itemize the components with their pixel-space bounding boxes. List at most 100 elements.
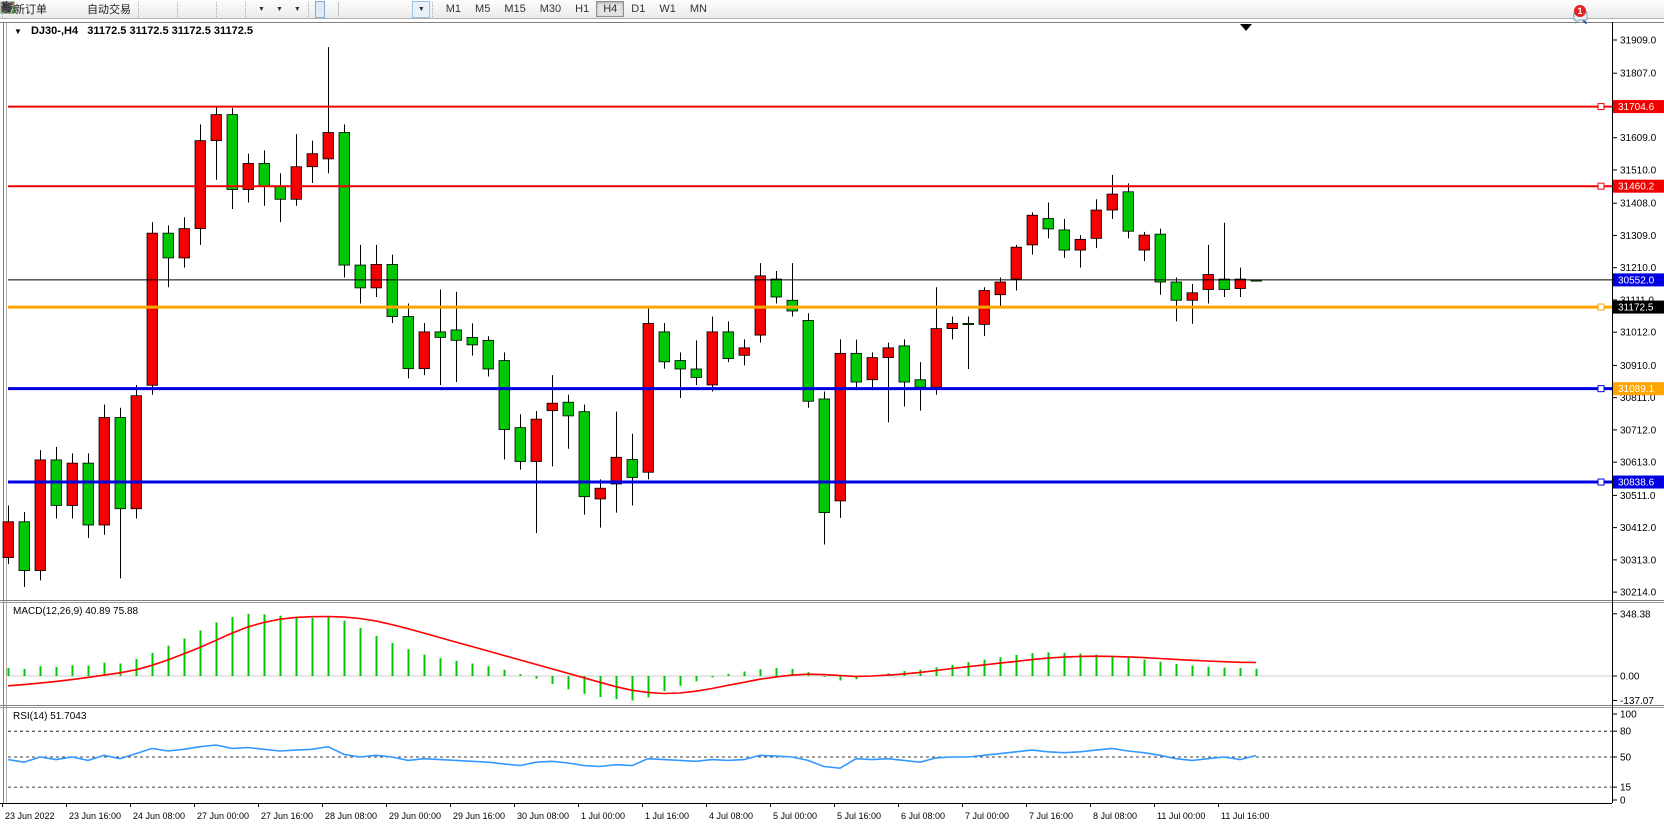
rsi-indicator-label: RSI(14) 51.7043 <box>13 711 87 722</box>
timeframe-button-m30[interactable]: M30 <box>539 3 562 15</box>
fibonacci-tool-button[interactable]: F <box>1 1 392 18</box>
svg-text:T: T <box>4 3 10 13</box>
price-tick-label: 30910.0 <box>1620 361 1657 372</box>
chevron-down-icon: ▼ <box>258 5 265 13</box>
line-handle[interactable] <box>1597 478 1605 486</box>
terminal-button[interactable] <box>1 1 72 18</box>
chart-shift-button[interactable] <box>1 1 243 18</box>
toolbar-gripper <box>177 1 182 17</box>
chevron-down-icon: ▼ <box>417 5 425 13</box>
price-tick-label: 31609.0 <box>1620 133 1657 144</box>
vertical-line-tool-button[interactable] <box>5 1 352 18</box>
auto-scroll-button[interactable] <box>1 1 233 18</box>
price-tick-label: 31309.0 <box>1620 231 1657 242</box>
candle <box>738 347 750 356</box>
metaeditor-button[interactable] <box>1 1 62 18</box>
chart-symbol-period: DJ30-,H4 <box>30 25 79 37</box>
price-line-label-bg <box>1613 273 1664 287</box>
price-line-label: 31089.1 <box>1618 384 1655 395</box>
time-tick-label: 8 Jul 08:00 <box>1093 811 1137 821</box>
line-handle[interactable] <box>1597 303 1605 311</box>
candle <box>1026 214 1038 246</box>
candle <box>162 232 174 259</box>
candle <box>482 339 494 370</box>
svg-text:A: A <box>2 2 10 14</box>
chart-shift-marker-icon[interactable] <box>1240 24 1252 31</box>
candle <box>1186 292 1198 301</box>
new-chart-button[interactable]: ▼ <box>0 1 270 18</box>
price-tick-label: 30613.0 <box>1620 458 1657 469</box>
time-tick-label: 4 Jul 08:00 <box>709 811 753 821</box>
candle <box>146 232 158 386</box>
tile-windows-button[interactable] <box>0 1 214 18</box>
trendline-tool-button[interactable] <box>1 1 372 18</box>
time-tick-label: 1 Jul 16:00 <box>645 811 689 821</box>
time-tick-label: 7 Jul 16:00 <box>1029 811 1073 821</box>
toolbar-gripper <box>431 1 437 17</box>
crosshair-tool-button[interactable] <box>1 1 335 18</box>
line-handle[interactable] <box>1597 385 1605 393</box>
text-label-tool-button[interactable]: T <box>0 1 412 18</box>
candle <box>466 336 478 346</box>
candle <box>546 402 558 412</box>
candle <box>226 114 238 190</box>
candle <box>770 278 782 298</box>
rsi-tick-label: 100 <box>1620 710 1637 721</box>
time-tick-label: 5 Jul 00:00 <box>773 811 817 821</box>
candle <box>418 331 430 370</box>
candle <box>642 322 654 473</box>
timeframe-button-mn[interactable]: MN <box>689 3 707 15</box>
zoom-out-button[interactable] <box>1 1 204 18</box>
candle <box>994 281 1006 296</box>
timeframe-button-d1[interactable]: D1 <box>631 3 646 15</box>
candle <box>258 163 270 187</box>
collapse-triangle-icon[interactable]: ▼ <box>14 27 22 36</box>
time-tick-label: 30 Jun 08:00 <box>517 811 569 821</box>
toolbar-gripper <box>216 1 221 17</box>
period-selector-button[interactable]: ▼ <box>1 1 288 18</box>
timeframe-button-h1[interactable]: H1 <box>575 3 590 15</box>
channel-tool-button[interactable]: E <box>0 1 382 18</box>
time-tick-label: 5 Jul 16:00 <box>837 811 881 821</box>
candle <box>1218 278 1230 290</box>
zoom-in-button[interactable] <box>1 1 194 18</box>
line-handle[interactable] <box>1597 103 1605 111</box>
signals-button[interactable] <box>1 1 82 18</box>
timeframe-button-h4[interactable]: H4 <box>596 1 625 17</box>
candle-chart-mode-button[interactable] <box>2 1 165 18</box>
line-handle[interactable] <box>1597 182 1605 190</box>
timeframe-button-m15[interactable]: M15 <box>504 3 526 15</box>
arrows-tool-button[interactable]: ▼ <box>1 0 430 18</box>
candle <box>1010 246 1022 280</box>
bar-chart-mode-button[interactable] <box>1 1 155 18</box>
text-tool-button[interactable]: A <box>2 1 402 18</box>
horizontal-line-tool-button[interactable] <box>1 1 362 18</box>
macd-indicator-label: MACD(12,26,9) 40.89 75.88 <box>13 606 139 617</box>
line-chart-mode-button[interactable] <box>0 1 175 18</box>
candle <box>514 427 526 462</box>
timeframe-button-m1[interactable]: M1 <box>445 3 462 15</box>
timeframe-button-w1[interactable]: W1 <box>659 3 676 15</box>
notification-badge[interactable]: 1 <box>1574 5 1586 17</box>
price-line-label-bg <box>1613 179 1664 193</box>
timeframe-button-m5[interactable]: M5 <box>475 3 491 15</box>
candle <box>338 132 350 266</box>
toolbar-gripper <box>138 1 143 17</box>
cursor-tool-button[interactable] <box>2 0 325 18</box>
price-line-label-bg <box>1613 300 1664 314</box>
price-tick-label: 30214.0 <box>1620 588 1657 599</box>
time-tick-label: 28 Jun 08:00 <box>325 811 377 821</box>
autotrading-button[interactable]: 自动交易 <box>0 1 136 18</box>
candle <box>658 331 670 363</box>
price-line-label: 30838.6 <box>1618 478 1655 489</box>
candle <box>834 352 846 502</box>
candle <box>290 166 302 200</box>
candle <box>322 132 334 160</box>
candle <box>1122 191 1134 232</box>
time-tick-label: 27 Jun 16:00 <box>261 811 313 821</box>
macd-tick-label: 348.38 <box>1620 609 1651 620</box>
indicators-button[interactable]: ▼ <box>0 1 306 18</box>
candle <box>242 163 254 190</box>
candle <box>66 462 78 506</box>
